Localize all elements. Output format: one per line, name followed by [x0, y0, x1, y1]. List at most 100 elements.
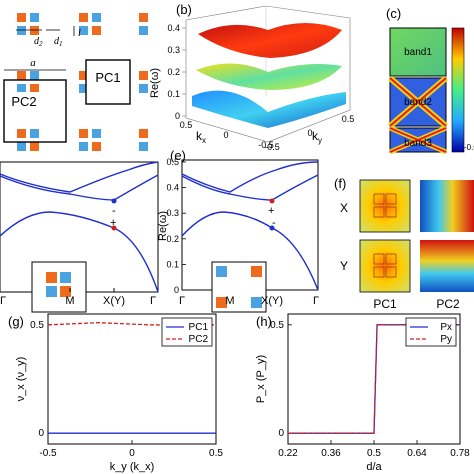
- legend-label: Px: [440, 322, 452, 333]
- f-overlay-square: [385, 253, 397, 265]
- lattice-square: [30, 13, 39, 22]
- e-y-tick-label: 0.1: [166, 259, 179, 269]
- b-z-ticks: 0.4 0.3 0.2 0.1 0: [167, 23, 186, 121]
- d-band-3: [0, 211, 159, 293]
- e-inset-square: [251, 266, 262, 277]
- b-axes-box: [185, 18, 351, 143]
- e-inset-square: [251, 297, 262, 308]
- lattice-square: [79, 129, 88, 138]
- band2-map: [388, 75, 448, 129]
- b-kx-tick-label: 0: [223, 130, 228, 140]
- e-minus: -: [272, 217, 276, 229]
- colorbar-tick: -0.0: [464, 143, 474, 152]
- d-minus: -: [112, 205, 116, 217]
- ky-label: ky: [312, 129, 322, 145]
- kx-label: kx: [196, 129, 206, 145]
- y-tick-label: 0: [38, 428, 44, 439]
- f-row-y: Y: [340, 259, 348, 273]
- d-inset: [31, 261, 87, 313]
- x-tick-label: 0.36: [321, 448, 341, 459]
- d-dot-lower: [111, 225, 117, 231]
- b-kx-tick-label: 0.5: [180, 120, 193, 130]
- colorbar: [451, 27, 465, 153]
- panel-e-label: (e): [170, 148, 186, 163]
- band3-label: band3: [404, 138, 432, 149]
- panel-c-label: (c): [386, 6, 401, 21]
- f-pc2-y: [420, 240, 474, 292]
- lattice-square: [139, 84, 148, 93]
- f-row-x: X: [340, 201, 348, 215]
- e-y-tick-label: 0.5: [166, 157, 179, 167]
- e-y-tick-label: 0.3: [166, 208, 179, 218]
- e-band-3: [181, 211, 319, 291]
- b-ky-tick-label: 0.5: [342, 114, 355, 124]
- a-label: a: [30, 57, 36, 69]
- legend-label: PC2: [189, 334, 209, 345]
- lattice-square: [17, 71, 26, 80]
- band2-label: band2: [404, 97, 432, 108]
- f-overlay-square: [385, 193, 397, 205]
- panel-b-ylabel: Re(ω): [149, 68, 161, 98]
- band2-surface: [196, 63, 342, 90]
- pc1-label: PC1: [95, 70, 120, 85]
- y-axis-label: ν_x (ν_y): [15, 357, 27, 402]
- x-tick-label: 0: [129, 448, 135, 459]
- lattice-square: [30, 71, 39, 80]
- e-inset-square: [216, 266, 227, 277]
- pc1-box: [85, 59, 131, 105]
- lattice-square: [79, 26, 88, 35]
- d-xtick-gamma-start: Γ: [0, 295, 6, 307]
- d-inset-square: [46, 272, 57, 283]
- d-dot-upper: [111, 198, 117, 204]
- l-label: l: [78, 28, 81, 39]
- pc2-box: [3, 79, 67, 143]
- lattice-square: [139, 13, 148, 22]
- x-tick-label: 0.78: [450, 448, 470, 459]
- x-tick-label: 0.64: [407, 448, 427, 459]
- d-plus: +: [110, 217, 116, 229]
- d-band-1: [0, 161, 159, 193]
- lattice-square: [92, 129, 101, 138]
- d-inset-square: [60, 272, 71, 283]
- e-xtick-x: X(Y): [261, 295, 283, 307]
- lattice-square: [79, 84, 88, 93]
- f-pc2-x: [420, 180, 474, 232]
- e-dot-upper: [269, 198, 275, 204]
- b-z-tick-label: 0: [175, 111, 180, 121]
- x-tick-label: 0.5: [367, 448, 381, 459]
- lattice-square: [17, 26, 26, 35]
- e-y-tick-label: 0.2: [166, 234, 179, 244]
- lattice-square: [92, 142, 101, 151]
- e-xtick-m: M: [225, 295, 234, 307]
- lattice-square: [79, 142, 88, 151]
- e-y-ticks: 0.5 0.4 0.3 0.2 0.1 0: [166, 157, 186, 295]
- e-y-tick-label: 0: [174, 285, 179, 295]
- lattice-square: [17, 142, 26, 151]
- f-col-pc2: PC2: [436, 297, 460, 311]
- lattice-square: [79, 13, 88, 22]
- b-z-tick-label: 0.4: [167, 23, 180, 33]
- x-tick-label: 0.22: [278, 448, 298, 459]
- d-xtick-gamma-end: Γ: [150, 295, 156, 307]
- b-ky-tick-label: -0.5: [264, 142, 280, 152]
- legend-box: [161, 317, 213, 347]
- y-tick-label: 0: [278, 428, 284, 439]
- d-band-2: [0, 174, 159, 201]
- band1-surface: [198, 23, 342, 58]
- f-pc1-y: [359, 239, 411, 293]
- e-y-tick-label: 0.4: [166, 183, 179, 193]
- b-kx-tick-label: -0.5: [258, 140, 274, 150]
- lattice-square: [30, 129, 39, 138]
- y-axis-label: P_x (P_y): [255, 355, 267, 403]
- f-overlay-square: [373, 253, 385, 265]
- panel-b-label: (b): [176, 2, 192, 17]
- y-tick-label: 0.5: [30, 320, 44, 331]
- panel-f: (f) X Y PC1 PC2: [334, 176, 474, 311]
- band1-map: [389, 27, 447, 77]
- f-overlay-square: [373, 266, 385, 278]
- f-pc1-x: [359, 179, 411, 233]
- d-xtick-x: X(Y): [103, 295, 125, 307]
- lattice-square: [30, 142, 39, 151]
